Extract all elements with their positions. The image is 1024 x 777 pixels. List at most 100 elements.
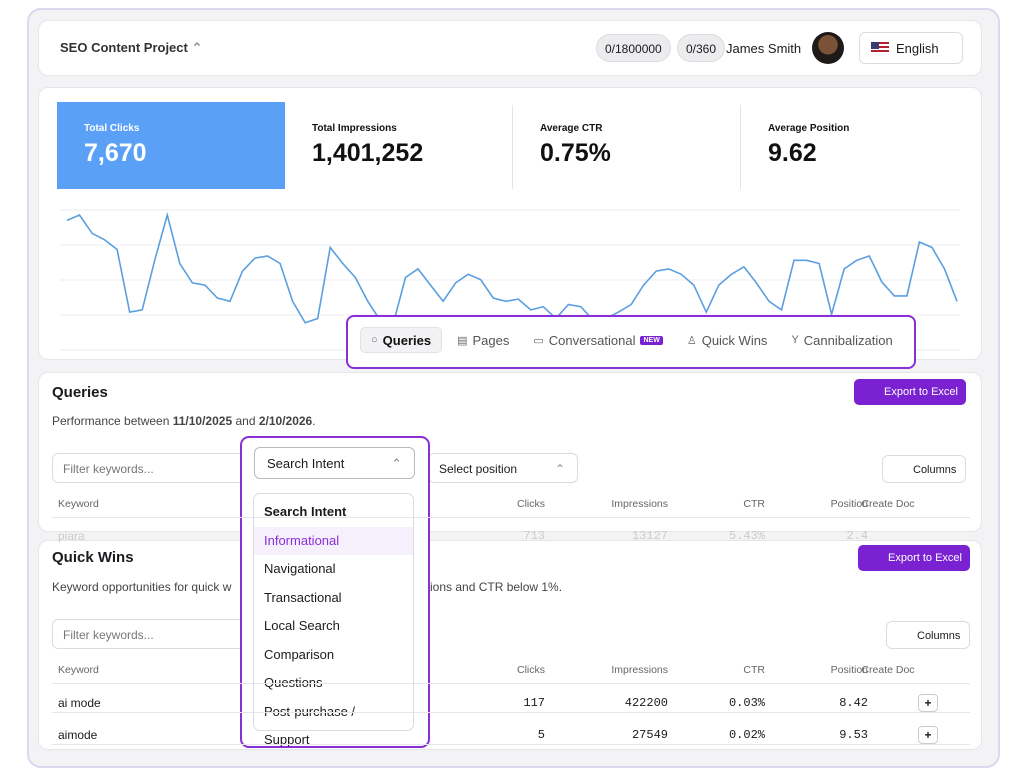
- cell-number: 422200: [624, 696, 668, 710]
- cell-number: 2.4: [846, 529, 868, 543]
- user-name: James Smith: [726, 41, 802, 56]
- cell-keyword: piara: [58, 529, 85, 543]
- header-rule: [52, 683, 970, 684]
- intent-select[interactable]: Search Intent ⌃: [254, 447, 415, 479]
- header-rule: [52, 517, 970, 518]
- add-button[interactable]: +: [918, 726, 938, 744]
- dropdown-menu: Search Intent Informational Navigational Tr…: [253, 493, 414, 748]
- cell-keyword: ai mode: [58, 696, 101, 710]
- tab[interactable]: ▭ Conversational NEW: [524, 327, 671, 353]
- dropdown-item[interactable]: Informational: [254, 526, 413, 555]
- tab[interactable]: ▤ Pages: [448, 327, 518, 353]
- stat-label: Total Clicks: [84, 123, 140, 134]
- docs-counter: 0/360: [677, 34, 726, 62]
- column-header: Keyword: [58, 664, 99, 676]
- dropdown-item[interactable]: Navigational: [264, 561, 336, 576]
- dropdown-item[interactable]: Post-purchase / Support: [264, 703, 356, 748]
- filter-input[interactable]: Filter keywords...: [52, 619, 252, 649]
- column-header: Impressions: [611, 498, 668, 510]
- avatar[interactable]: [812, 32, 844, 64]
- trend-line: [66, 211, 958, 327]
- stat-label: Average Position: [768, 123, 850, 134]
- tab-label[interactable]: Queries: [382, 332, 432, 348]
- stat-label: Average CTR: [540, 123, 603, 134]
- stat: Average CTR 0.75%: [540, 123, 611, 168]
- select-label[interactable]: Select position: [439, 462, 518, 476]
- tab[interactable]: Y Cannibalization: [782, 327, 901, 353]
- tab-label[interactable]: Conversational: [548, 332, 636, 348]
- dropdown-item[interactable]: Questions: [264, 675, 323, 690]
- column-header: Clicks: [517, 664, 545, 676]
- text: Performance between: [52, 414, 173, 428]
- text: .: [312, 414, 316, 428]
- stat-value: 7,670: [84, 139, 147, 167]
- filter-input[interactable]: Filter keywords...: [52, 453, 252, 483]
- cell-number: 5.43%: [728, 529, 765, 543]
- tab-icon: ▤: [457, 334, 468, 347]
- date: 2/10/2026: [258, 414, 313, 428]
- section-title: Queries: [52, 384, 108, 401]
- column-header: Create Doc: [861, 664, 915, 676]
- dropdown-title: Search Intent: [264, 504, 347, 519]
- column-header: Position: [830, 664, 868, 676]
- divider: [512, 105, 513, 189]
- stat-value: 9.62: [768, 139, 817, 167]
- columns-button[interactable]: Columns: [886, 621, 970, 649]
- cell-number: 0.02%: [728, 728, 765, 742]
- column-header: Create Doc: [861, 498, 915, 510]
- tab[interactable]: ○ Queries: [360, 327, 443, 353]
- date: 11/10/2025: [172, 414, 233, 428]
- tab-label[interactable]: Quick Wins: [701, 332, 768, 348]
- stat: Total Clicks 7,670: [84, 123, 147, 168]
- stat-value: 1,401,252: [312, 139, 424, 167]
- stat: Total Impressions 1,401,252: [312, 123, 423, 168]
- column-header: Impressions: [611, 664, 668, 676]
- cell-number: 5: [537, 728, 545, 742]
- column-header: Position: [830, 498, 868, 510]
- cell-number: 117: [523, 696, 545, 710]
- language[interactable]: English: [896, 40, 939, 56]
- export-button[interactable]: Export to Excel: [854, 379, 966, 405]
- tab-icon: ♙: [686, 334, 697, 347]
- cell-number: 9.53: [839, 728, 868, 742]
- column-header: CTR: [743, 498, 765, 510]
- export-button[interactable]: Export to Excel: [858, 545, 970, 571]
- tab[interactable]: ♙ Quick Wins: [678, 327, 777, 353]
- tab-bar: ○ Queries ▤ Pages ▭ Conversational NEW ♙ Quick W…: [360, 327, 902, 353]
- language-selector[interactable]: English: [859, 32, 963, 64]
- column-header: Keyword: [58, 498, 99, 510]
- stat: Average Position 9.62: [768, 123, 849, 168]
- tab-icon: ▭: [533, 334, 544, 347]
- credits-counter: 0/1800000: [596, 34, 671, 62]
- cell-number: 27549: [631, 728, 668, 742]
- add-button[interactable]: +: [918, 694, 938, 712]
- flag-icon: [871, 42, 889, 54]
- cell-number: 13127: [631, 529, 668, 543]
- new-badge: NEW: [640, 335, 663, 345]
- section-title: Quick Wins: [52, 549, 134, 566]
- tab-label[interactable]: Cannibalization: [803, 332, 893, 348]
- select-label[interactable]: Search Intent: [267, 456, 345, 471]
- row-rule: [52, 744, 970, 745]
- stat-label: Total Impressions: [312, 123, 397, 134]
- dropdown-item[interactable]: Local Search: [264, 618, 340, 633]
- stat-value: 0.75%: [540, 139, 611, 167]
- tab-icon: ○: [371, 334, 378, 346]
- queries-card: [38, 372, 982, 532]
- dropdown-item[interactable]: Transactional: [264, 589, 342, 605]
- description: Keyword opportunities for quick w: [52, 580, 232, 594]
- divider: [740, 105, 741, 189]
- project-name[interactable]: SEO Content Project: [60, 40, 188, 55]
- performance-text: Performance between 11/10/2025 and 2/10/…: [52, 414, 316, 428]
- project-selector[interactable]: SEO Content Project ⌃: [60, 40, 203, 55]
- column-header: Clicks: [517, 498, 545, 510]
- columns-button[interactable]: Columns: [882, 455, 966, 483]
- description: ions and CTR below 1%.: [430, 580, 563, 594]
- dropdown-item[interactable]: Comparison: [264, 646, 335, 662]
- stat-active[interactable]: [57, 102, 285, 189]
- tab-icon: Y: [791, 334, 799, 346]
- tab-label[interactable]: Pages: [472, 332, 510, 348]
- position-select[interactable]: Select position ⌃: [428, 453, 578, 483]
- cell-keyword: aimode: [58, 728, 98, 742]
